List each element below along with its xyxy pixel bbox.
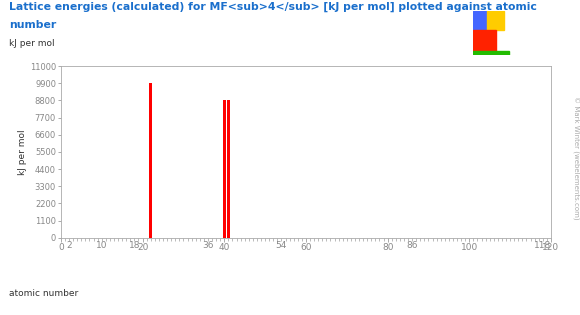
Text: atomic number: atomic number [9,289,78,298]
Bar [473,51,509,55]
Bar [473,11,486,30]
Bar [149,83,153,238]
Text: Lattice energies (calculated) for MF<sub>4</sub> [kJ per mol] plotted against at: Lattice energies (calculated) for MF<sub… [9,2,537,12]
Bar [487,11,504,30]
Text: number: number [9,20,56,31]
Y-axis label: kJ per mol: kJ per mol [18,129,27,175]
Bar [227,100,230,238]
Bar [473,30,496,51]
Bar [223,100,226,238]
Text: © Mark Winter (webelements.com): © Mark Winter (webelements.com) [572,96,579,219]
Text: kJ per mol: kJ per mol [9,39,55,49]
